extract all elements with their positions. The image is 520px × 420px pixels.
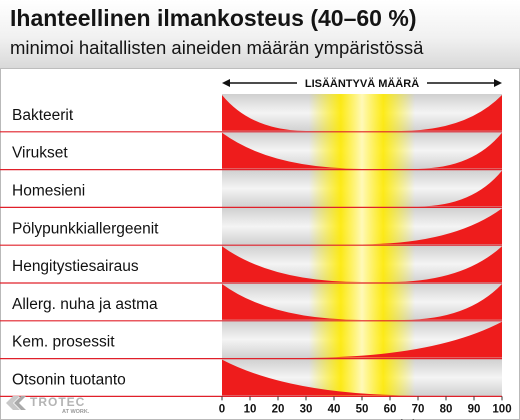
category-label: Kem. prosessit	[12, 334, 115, 351]
x-tick-label: 40	[328, 403, 341, 415]
risk-area-right	[418, 132, 502, 169]
x-tick-label: 90	[468, 403, 481, 415]
risk-area-right	[404, 284, 502, 320]
arrow-right-icon	[494, 79, 502, 87]
risk-area-left	[222, 284, 362, 320]
x-tick-label: 20	[272, 403, 285, 415]
risk-area-left	[222, 246, 362, 282]
category-label: Homesieni	[12, 183, 85, 200]
category-label: Otsonin tuotanto	[12, 372, 126, 389]
risk-area-left	[222, 359, 418, 396]
risk-area-right	[390, 246, 502, 282]
x-tick-label: 30	[300, 403, 313, 415]
header: Ihanteellinen ilmankosteus (40–60 %) min…	[0, 0, 520, 69]
brand-name: TROTEC	[30, 395, 86, 409]
top-arrow-label: LISÄÄNTYVÄ MÄÄRÄ	[305, 77, 419, 90]
x-tick-label: 80	[440, 403, 453, 415]
x-tick-label: 10	[244, 403, 257, 415]
arrow-left-icon	[222, 79, 230, 87]
x-tick-label: 100	[492, 403, 511, 415]
x-axis-title: ILMANKOSTEUS (%)	[308, 418, 417, 420]
trotec-logo: TROTEC AT WORK.	[2, 393, 102, 419]
brand-tagline: AT WORK.	[62, 409, 90, 415]
category-label: Allerg. nuha ja astma	[12, 296, 158, 313]
page-subtitle: minimoi haitallisten aineiden määrän ymp…	[10, 37, 424, 58]
risk-area-right	[401, 95, 502, 131]
page-title: Ihanteellinen ilmankosteus (40–60 %)	[10, 5, 417, 31]
trotec-mark-icon	[6, 396, 26, 410]
category-label: Hengitystiesairaus	[12, 258, 139, 275]
category-label: Bakteerit	[12, 107, 74, 124]
risk-area-right	[362, 208, 502, 245]
risk-area-right	[418, 170, 502, 207]
x-tick-label: 60	[384, 403, 397, 415]
risk-area-right	[306, 321, 502, 358]
x-tick-label: 50	[356, 403, 369, 415]
category-label: Virukset	[12, 145, 68, 162]
risk-area-left	[222, 95, 306, 131]
risk-area-left	[222, 132, 362, 169]
x-tick-label: 70	[412, 403, 425, 415]
x-tick-label: 0	[219, 403, 225, 415]
category-label: Pölypunkkiallergeenit	[12, 220, 159, 237]
